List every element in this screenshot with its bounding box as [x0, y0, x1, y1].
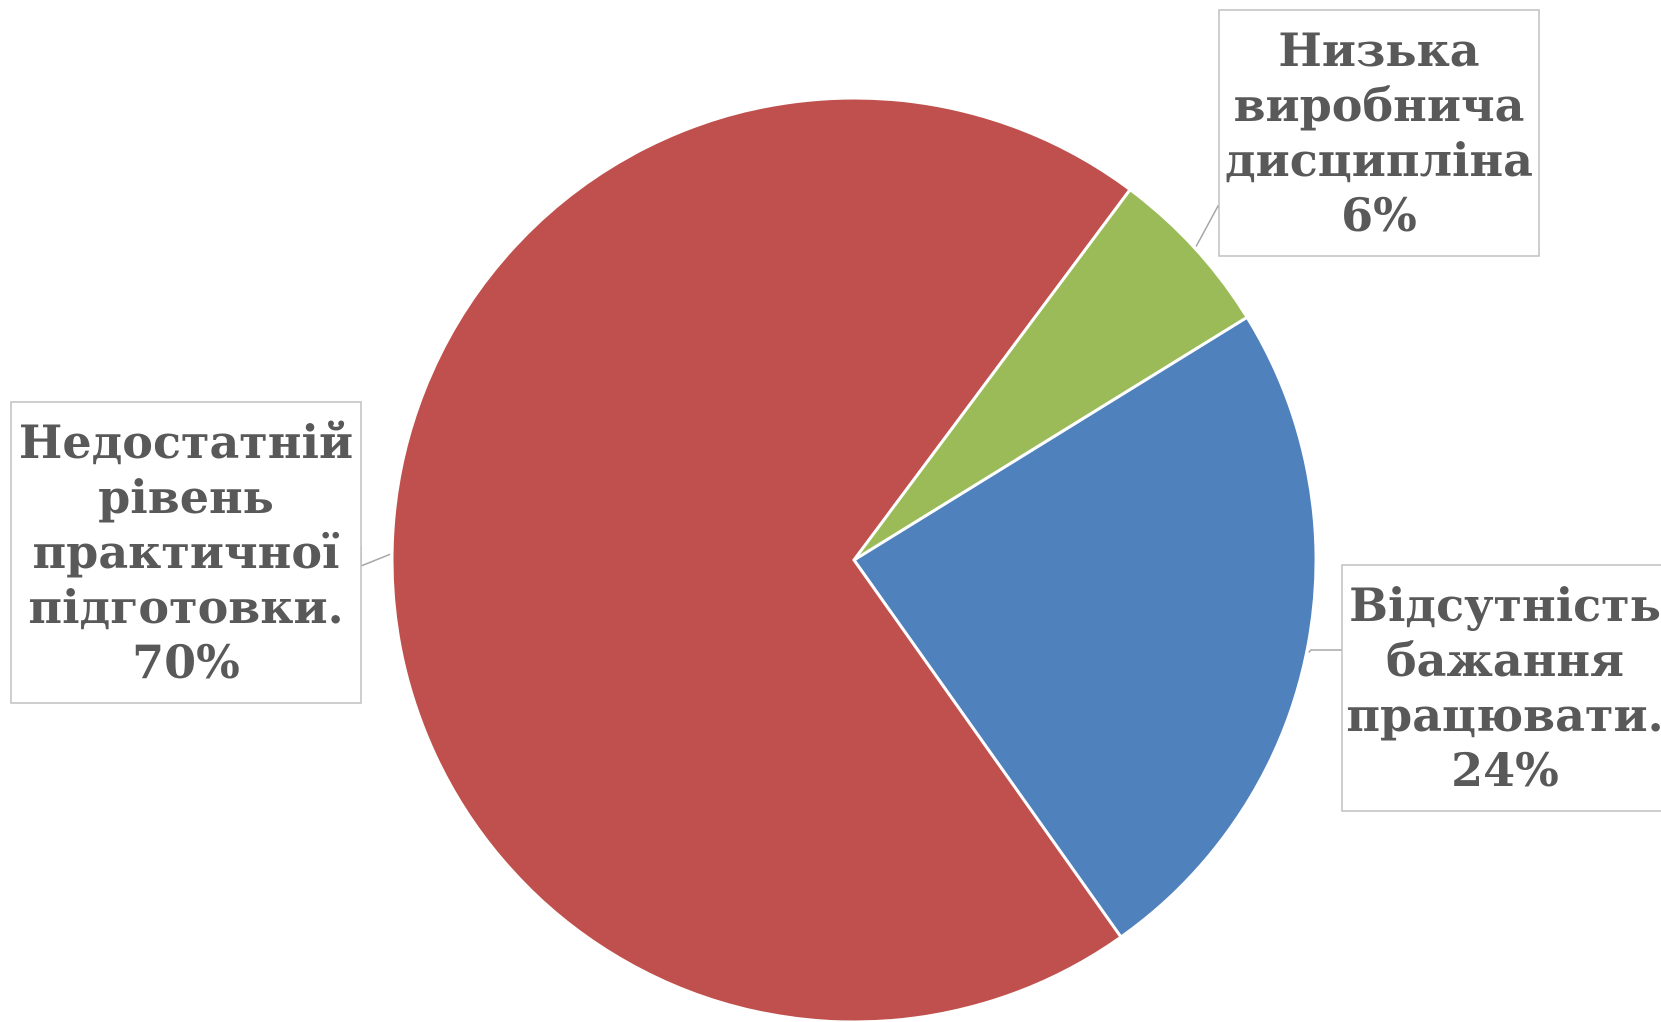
data-label-value: 70%	[132, 635, 240, 689]
pie-slice-3	[852, 187, 1250, 562]
leader-line-2	[360, 546, 391, 568]
data-label-line: Низька	[1278, 23, 1479, 77]
data-label-box	[1341, 564, 1661, 812]
data-label-line: практичної	[33, 525, 340, 579]
data-label-2: Недостатнійрівеньпрактичноїпідготовки.70…	[10, 401, 362, 704]
data-label-value: 24%	[1451, 743, 1559, 797]
data-label-line: бажання	[1386, 633, 1624, 687]
data-label-line: підготовки.	[28, 580, 343, 634]
leader-line-1	[1308, 649, 1342, 654]
pie-slice-1	[851, 315, 1318, 940]
data-label-line: дисципліна	[1225, 133, 1533, 187]
data-label-box	[10, 401, 362, 704]
data-label-line: виробнича	[1234, 78, 1525, 132]
data-label-line: Відсутність	[1349, 578, 1661, 632]
data-label-box	[1218, 9, 1540, 257]
data-label-line: працювати.	[1346, 688, 1661, 742]
data-label-line: Недостатній	[19, 415, 353, 469]
pie-slices	[390, 96, 1318, 1022]
data-label-value: 6%	[1341, 188, 1417, 242]
data-label-line: рівень	[98, 470, 274, 524]
pie-slice-2	[390, 96, 1133, 1022]
